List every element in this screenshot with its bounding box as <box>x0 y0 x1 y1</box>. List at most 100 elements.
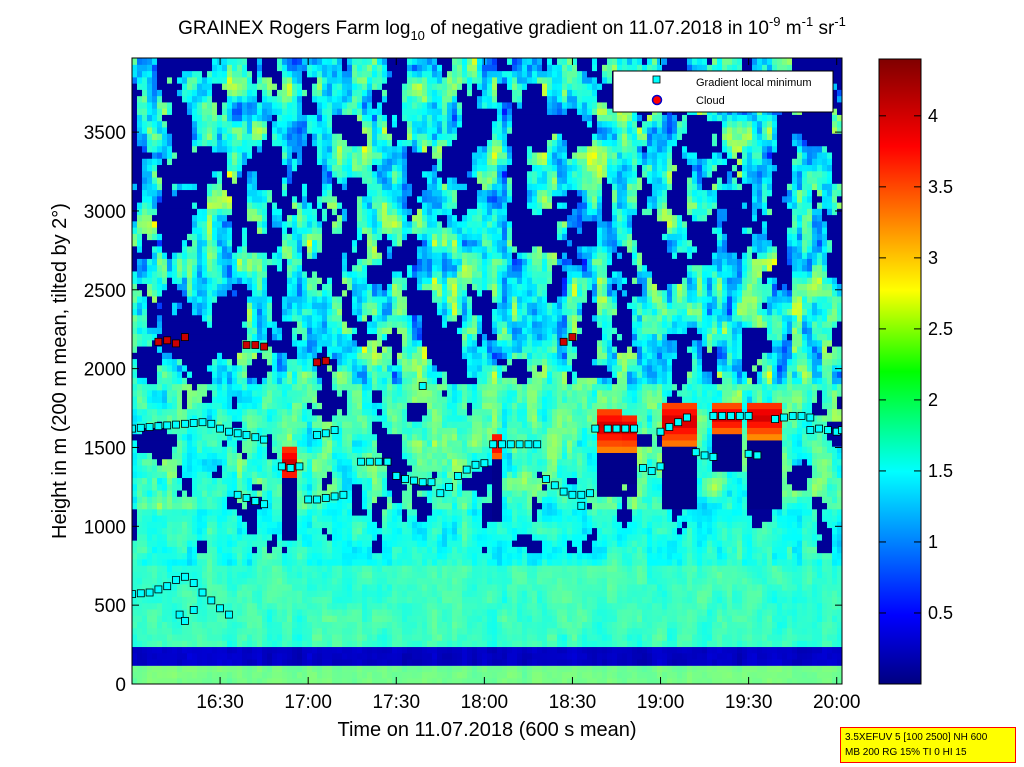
heatmap-cell <box>137 489 143 497</box>
heatmap-cell <box>207 396 213 403</box>
heatmap-cell <box>192 176 198 184</box>
heatmap-cell <box>352 108 358 115</box>
heatmap-cell <box>327 552 333 560</box>
heatmap-cell <box>172 252 178 259</box>
heatmap-cell <box>332 114 338 122</box>
heatmap-cell <box>207 364 213 372</box>
heatmap-cell <box>292 571 298 579</box>
heatmap-cell <box>317 295 323 303</box>
heatmap-cell <box>322 414 328 422</box>
heatmap-cell <box>347 252 353 259</box>
heatmap-cell <box>257 264 263 272</box>
heatmap-cell <box>297 677 303 684</box>
heatmap-cell <box>152 396 158 403</box>
heatmap-cell <box>162 108 168 115</box>
heatmap-cell <box>317 421 323 428</box>
heatmap-cell <box>317 120 323 128</box>
heatmap-cell <box>287 596 293 604</box>
heatmap-cell <box>302 658 308 666</box>
heatmap-cell <box>372 189 378 197</box>
heatmap-cell <box>287 233 293 241</box>
heatmap-cell <box>292 402 298 410</box>
heatmap-cell <box>357 577 363 585</box>
heatmap-cell <box>187 126 193 134</box>
heatmap-cell <box>292 252 298 259</box>
heatmap-cell <box>307 646 313 654</box>
heatmap-cell <box>367 170 373 178</box>
heatmap-cell <box>152 201 158 209</box>
heatmap-cell <box>367 590 373 597</box>
heatmap-cell <box>172 258 178 266</box>
heatmap-cell <box>332 83 338 90</box>
heatmap-cell <box>132 514 138 522</box>
heatmap-cell <box>332 527 338 535</box>
heatmap-cell <box>177 64 183 72</box>
heatmap-cell <box>232 314 238 322</box>
heatmap-cell <box>347 646 353 654</box>
heatmap-cell <box>287 658 293 666</box>
heatmap-cell <box>257 602 263 610</box>
heatmap-cell <box>232 483 238 491</box>
heatmap-cell <box>362 283 368 291</box>
heatmap-cell <box>377 427 383 435</box>
heatmap-cell <box>372 671 378 679</box>
heatmap-cell <box>217 195 223 203</box>
heatmap-cell <box>337 83 343 90</box>
heatmap-cell <box>227 164 233 172</box>
heatmap-cell <box>217 633 223 641</box>
heatmap-cell <box>312 101 318 109</box>
heatmap-cell <box>307 427 313 435</box>
heatmap-cell <box>317 402 323 410</box>
heatmap-cell <box>182 201 188 209</box>
heatmap-cell <box>167 671 173 679</box>
heatmap-cell <box>162 252 168 259</box>
heatmap-cell <box>297 70 303 78</box>
heatmap-cell <box>247 108 253 115</box>
heatmap-cell <box>157 677 163 684</box>
heatmap-cell <box>227 277 233 284</box>
heatmap-cell <box>152 333 158 341</box>
heatmap-cell <box>132 396 138 403</box>
heatmap-cell <box>187 208 193 216</box>
heatmap-cell <box>187 596 193 604</box>
heatmap-cell <box>342 396 348 403</box>
heatmap-cell <box>232 671 238 679</box>
heatmap-cell <box>352 320 358 328</box>
heatmap-cell <box>307 233 313 241</box>
heatmap-cell <box>347 446 353 453</box>
heatmap-cell <box>302 402 308 410</box>
heatmap-cell <box>207 151 213 159</box>
heatmap-cell <box>187 665 193 673</box>
heatmap-cell <box>177 314 183 322</box>
heatmap-cell <box>297 314 303 322</box>
heatmap-cell <box>312 383 318 391</box>
heatmap-cell <box>222 389 228 397</box>
heatmap-cell <box>132 133 138 140</box>
heatmap-cell <box>182 496 188 504</box>
heatmap-cell <box>282 496 288 504</box>
heatmap-cell <box>267 471 273 479</box>
heatmap-cell <box>232 571 238 579</box>
heatmap-cell <box>177 658 183 666</box>
heatmap-cell <box>282 158 288 166</box>
heatmap-cell <box>272 120 278 128</box>
heatmap-cell <box>152 383 158 391</box>
heatmap-cell <box>312 89 318 97</box>
heatmap-cell <box>182 345 188 353</box>
heatmap-cell <box>322 133 328 140</box>
heatmap-cell <box>282 270 288 278</box>
heatmap-cell <box>272 433 278 441</box>
heatmap-cell <box>367 95 373 103</box>
heatmap-cell <box>327 114 333 122</box>
heatmap-cell <box>297 302 303 309</box>
heatmap-cell <box>222 327 228 335</box>
heatmap-cell <box>267 195 273 203</box>
heatmap-cell <box>227 458 233 466</box>
heatmap-cell <box>292 439 298 447</box>
heatmap-cell <box>332 239 338 247</box>
heatmap-cell <box>307 483 313 491</box>
heatmap-cell <box>272 333 278 341</box>
heatmap-cell <box>357 227 363 234</box>
heatmap-cell <box>332 58 338 65</box>
heatmap-cell <box>202 627 208 635</box>
